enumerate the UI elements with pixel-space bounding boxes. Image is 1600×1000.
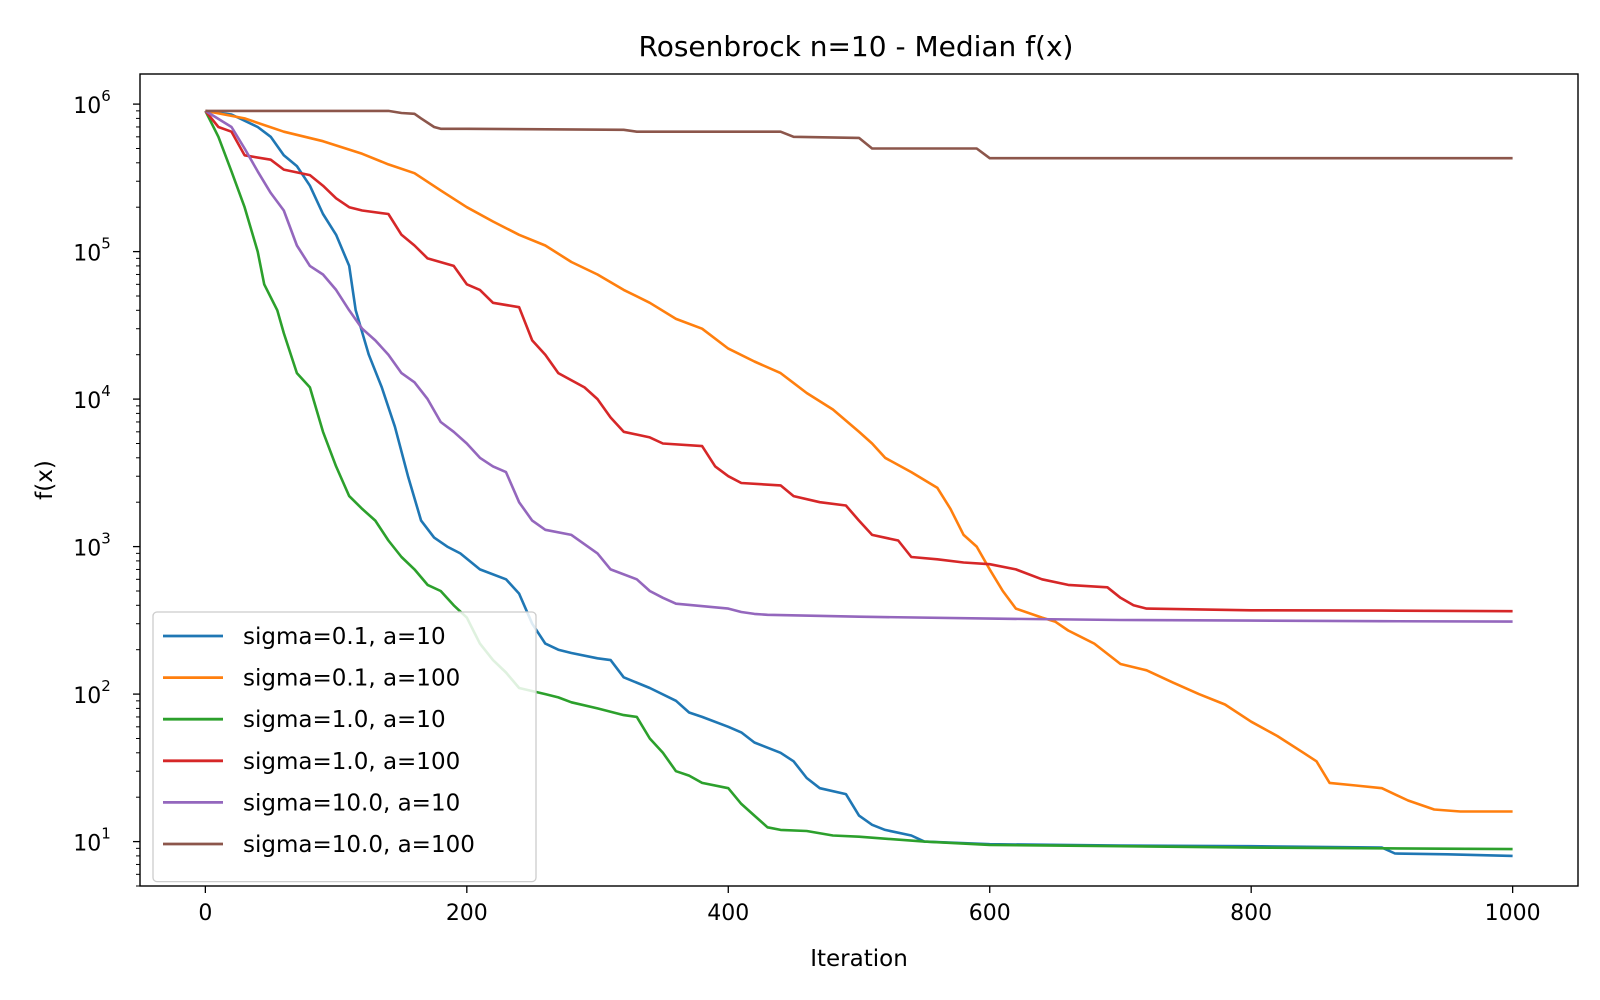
x-tick-label: 200 bbox=[446, 901, 488, 926]
y-axis: 101 102 103 104 105 106 bbox=[73, 87, 140, 887]
x-tick-label: 400 bbox=[707, 901, 749, 926]
x-tick-label: 0 bbox=[198, 901, 212, 926]
legend-label: sigma=1.0, a=10 bbox=[243, 707, 446, 733]
y-tick-label: 104 bbox=[73, 382, 111, 414]
legend-label: sigma=0.1, a=10 bbox=[243, 624, 446, 650]
plot-frame bbox=[139, 73, 1579, 887]
x-tick-label: 800 bbox=[1230, 901, 1272, 926]
series-line-3 bbox=[204, 110, 1513, 613]
legend-box bbox=[152, 611, 537, 883]
y-tick-label: 105 bbox=[73, 235, 111, 267]
x-tick-label: 1000 bbox=[1485, 901, 1541, 926]
legend-label: sigma=10.0, a=10 bbox=[243, 790, 460, 816]
chart-title: Rosenbrock n=10 - Median f(x) bbox=[639, 30, 1074, 63]
x-axis-label: Iteration bbox=[810, 946, 908, 972]
y-tick-label: 102 bbox=[73, 677, 111, 709]
x-axis: 0 200 400 600 800 1000 bbox=[198, 886, 1541, 926]
y-tick-label: 103 bbox=[73, 530, 111, 562]
y-axis-label: f(x) bbox=[32, 460, 58, 500]
legend-label: sigma=10.0, a=100 bbox=[243, 832, 475, 858]
series-line-1 bbox=[205, 109, 1513, 813]
legend-label: sigma=0.1, a=100 bbox=[243, 666, 460, 692]
series-line-5 bbox=[205, 109, 1513, 160]
x-tick-label: 600 bbox=[969, 901, 1011, 926]
y-tick-label: 101 bbox=[73, 825, 111, 857]
legend-label: sigma=1.0, a=100 bbox=[243, 749, 460, 775]
legend: sigma=0.1, a=10 sigma=0.1, a=100 sigma=1.0… bbox=[152, 611, 537, 883]
series-line-0 bbox=[205, 109, 1513, 858]
y-tick-label: 106 bbox=[73, 87, 111, 119]
series-line-4 bbox=[204, 109, 1513, 623]
